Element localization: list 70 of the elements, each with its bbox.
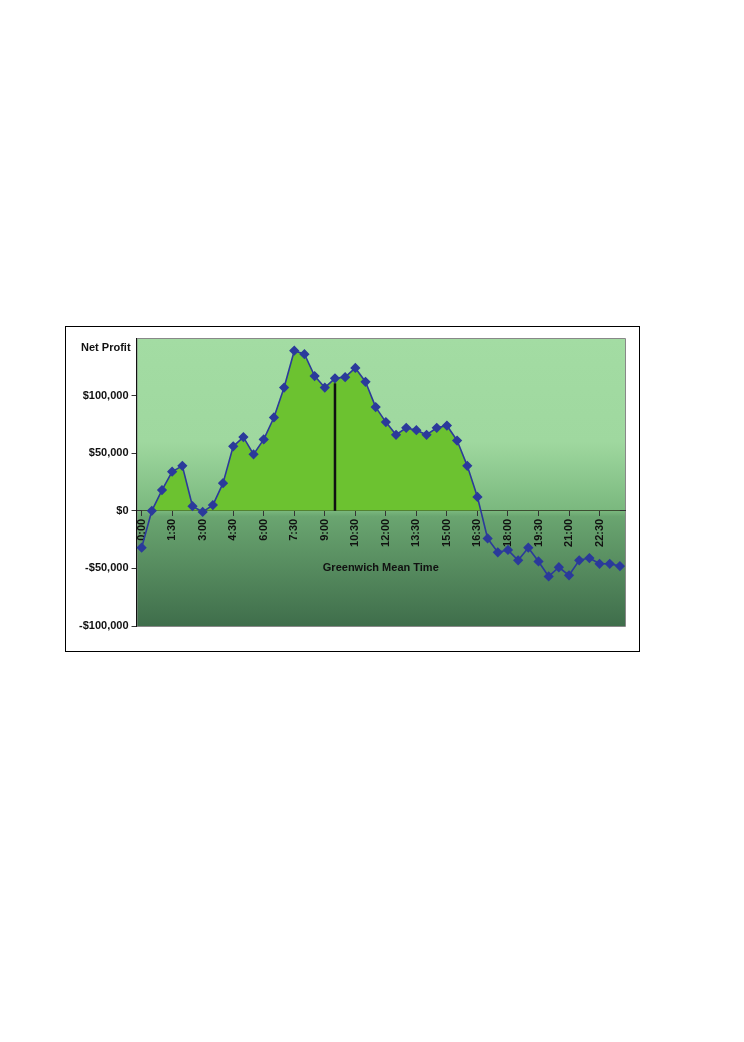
point — [543, 571, 554, 582]
point — [309, 371, 320, 381]
x-tick-label: 7:30 — [287, 518, 300, 541]
point — [218, 478, 228, 488]
point — [554, 562, 564, 573]
x-tick-label: 3:00 — [195, 518, 208, 541]
y-tick-label: $100,000 — [82, 388, 129, 401]
point — [289, 345, 300, 356]
point — [421, 429, 432, 440]
point — [594, 558, 605, 569]
point — [564, 570, 574, 581]
point — [248, 449, 259, 460]
point — [584, 553, 595, 563]
point — [604, 558, 615, 569]
point — [513, 555, 523, 566]
point — [197, 507, 208, 517]
point — [574, 555, 585, 566]
x-tick-label: 22:30 — [592, 518, 605, 547]
point — [523, 542, 534, 553]
point — [493, 547, 503, 558]
point — [533, 556, 544, 567]
point — [167, 466, 177, 477]
point — [370, 402, 381, 412]
x-tick-label: 21:00 — [562, 518, 575, 547]
x-tick-label: 0:00 — [134, 518, 147, 541]
x-tick-label: 4:30 — [226, 518, 239, 541]
point — [187, 501, 198, 511]
point — [340, 372, 350, 382]
point — [238, 432, 249, 442]
point — [462, 461, 473, 471]
point — [228, 441, 239, 452]
point — [269, 412, 279, 423]
point — [320, 382, 330, 393]
point — [615, 561, 625, 571]
x-tick-label: 15:00 — [439, 518, 452, 547]
point — [330, 373, 340, 384]
x-tick-label: 13:30 — [409, 518, 422, 547]
x-tick-label: 12:00 — [378, 518, 391, 547]
point — [401, 423, 412, 433]
y-tick-label: $50,000 — [88, 446, 129, 459]
point — [279, 382, 289, 393]
point — [472, 492, 483, 502]
point — [299, 349, 310, 359]
x-tick-label: 18:00 — [501, 518, 514, 547]
point — [411, 425, 422, 435]
point — [452, 435, 462, 446]
y-tick-label: -$50,000 — [85, 561, 129, 574]
y-axis-title: Net Profit — [81, 341, 131, 354]
point — [391, 429, 401, 440]
x-tick-label: 1:30 — [165, 518, 178, 541]
point — [381, 417, 391, 427]
point — [442, 420, 452, 431]
point — [208, 500, 218, 510]
y-tick-label: -$100,000 — [79, 619, 129, 632]
point — [482, 533, 493, 544]
point — [350, 363, 361, 373]
point — [431, 423, 442, 433]
point — [258, 434, 269, 445]
x-axis-title: Greenwich Mean Time — [322, 561, 439, 574]
point — [360, 376, 371, 387]
x-tick-label: 10:30 — [348, 518, 361, 547]
x-tick-label: 9:00 — [317, 518, 330, 541]
x-tick-label: 16:30 — [470, 518, 483, 547]
point — [177, 461, 188, 471]
x-tick-label: 6:00 — [256, 518, 269, 541]
y-tick-label: $0 — [116, 503, 129, 516]
point — [147, 506, 157, 516]
point — [136, 542, 147, 553]
x-tick-label: 19:30 — [531, 518, 544, 547]
point — [157, 485, 167, 495]
